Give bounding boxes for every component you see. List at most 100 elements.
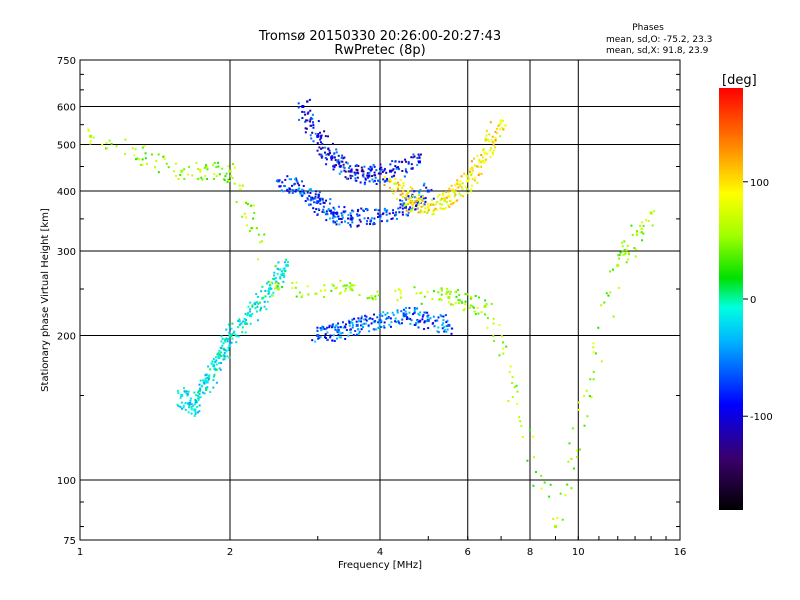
echo-point [261, 285, 264, 288]
echo-point [396, 311, 399, 314]
echo-point [311, 339, 314, 342]
echo-point [399, 296, 402, 299]
echo-point [378, 323, 381, 326]
echo-point [226, 355, 229, 358]
echo-point [320, 289, 323, 292]
echo-point [351, 326, 354, 329]
echo-point [375, 208, 378, 211]
echo-point [357, 224, 360, 227]
echo-point [424, 200, 427, 203]
echo-point [434, 203, 437, 206]
echo-point [362, 175, 365, 178]
echo-point [261, 297, 264, 300]
echo-point [295, 295, 298, 298]
echo-point [325, 219, 328, 222]
echo-point [365, 315, 368, 318]
echo-point [483, 304, 487, 308]
echo-point [397, 320, 400, 323]
echo-point [411, 208, 414, 211]
echo-point [388, 177, 391, 180]
echo-point [237, 320, 240, 323]
echo-point [218, 367, 221, 370]
echo-point [306, 112, 309, 115]
y-tick-label: 100 [57, 476, 76, 487]
echo-point [450, 203, 453, 206]
echo-point [464, 300, 467, 303]
echo-point [267, 280, 270, 283]
echo-point [198, 404, 201, 407]
echo-point [391, 169, 394, 172]
echo-point [306, 191, 309, 194]
echo-point [179, 174, 182, 177]
echo-point [418, 156, 421, 159]
echo-point [457, 186, 460, 189]
echo-point [395, 167, 398, 170]
echo-point [218, 173, 221, 176]
echo-point [257, 302, 260, 305]
echo-point [367, 324, 370, 327]
echo-point [354, 165, 357, 168]
echo-point [391, 160, 394, 163]
echo-point [468, 306, 471, 309]
echo-point [325, 210, 328, 213]
echo-point [401, 204, 404, 207]
echo-point [281, 272, 284, 275]
echo-point [420, 195, 423, 198]
echo-point [190, 412, 193, 415]
echo-point [452, 190, 455, 193]
echo-point [390, 321, 393, 324]
echo-point [355, 172, 358, 175]
echo-point [570, 487, 573, 490]
echo-point [511, 381, 514, 384]
echo-point [390, 175, 393, 178]
echo-point [651, 224, 654, 227]
echo-point [405, 209, 408, 212]
echo-point [386, 312, 389, 315]
echo-point [417, 312, 420, 315]
echo-point [376, 316, 379, 319]
echo-point [273, 287, 276, 290]
echo-point [499, 122, 502, 125]
echo-point [408, 200, 412, 204]
echo-point [339, 326, 342, 329]
echo-point [424, 207, 427, 210]
echo-point [304, 113, 307, 116]
echo-point [143, 144, 146, 147]
echo-point [357, 165, 360, 168]
echo-point [413, 323, 416, 326]
echo-point [417, 199, 420, 202]
echo-point [317, 133, 320, 136]
echo-point [89, 140, 92, 143]
echo-point [384, 313, 387, 316]
echo-point [263, 300, 266, 303]
echo-point [442, 192, 445, 195]
echo-point [499, 119, 503, 123]
echo-point [543, 481, 546, 484]
echo-point [394, 190, 397, 193]
echo-point [301, 110, 304, 113]
echo-point [198, 390, 201, 393]
echo-point [341, 216, 344, 219]
echo-point [618, 257, 621, 260]
echo-point [592, 351, 595, 354]
echo-point [319, 138, 322, 141]
echo-point [343, 169, 346, 172]
echo-point [286, 175, 289, 178]
echo-point [462, 309, 465, 312]
echo-point [230, 327, 233, 330]
echo-point [255, 292, 258, 295]
echo-point [323, 289, 326, 292]
echo-point [301, 189, 305, 193]
echo-point [234, 333, 237, 336]
echo-point [405, 198, 408, 201]
echo-point [311, 196, 314, 199]
echo-point [220, 351, 223, 354]
echo-point [288, 188, 291, 191]
echo-point [381, 314, 384, 317]
echo-point [176, 403, 179, 406]
echo-point [106, 147, 109, 150]
echo-point [351, 322, 354, 325]
echo-point [330, 289, 333, 292]
echo-point [321, 210, 324, 213]
echo-point [649, 211, 653, 215]
